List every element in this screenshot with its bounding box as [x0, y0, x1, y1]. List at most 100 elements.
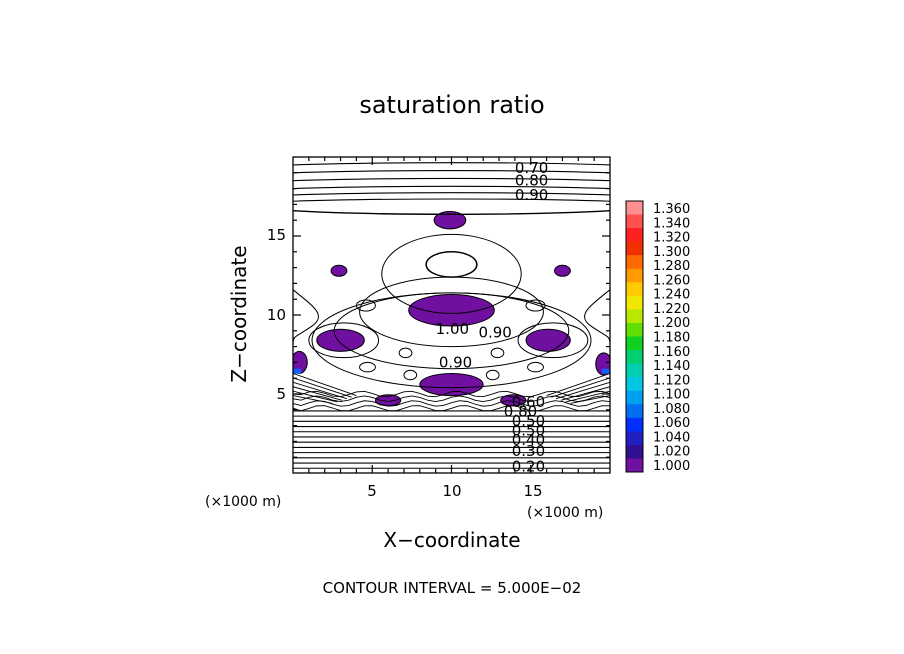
colorbar-swatch-16: [626, 404, 643, 419]
contour-label-4: 1.00: [436, 320, 469, 338]
contour-line-28: [311, 292, 592, 389]
chart-title: saturation ratio: [359, 91, 544, 119]
colorbar-swatch-7: [626, 282, 643, 297]
contour-line-46: [555, 381, 610, 400]
contour-interval-note: CONTOUR INTERVAL = 5.000E−02: [323, 579, 582, 597]
contour-line-11: [293, 451, 610, 454]
colorbar-label-4: 1.300: [653, 245, 690, 260]
filled-region-5: [316, 328, 365, 352]
colorbar: [625, 200, 644, 473]
contour-line-29: [308, 322, 380, 359]
contour-line-25: [381, 233, 522, 314]
filled-region-6: [525, 328, 571, 352]
colorbar-swatch-1: [626, 201, 643, 216]
y-axis-title: Z−coordinate: [227, 245, 251, 382]
filled-region-1: [433, 211, 467, 230]
contour-line-51: [293, 395, 333, 404]
contour-label-6: 0.90: [439, 353, 472, 371]
contour-label-5: 0.90: [478, 323, 511, 341]
contour-line-9: [293, 462, 610, 464]
x-tick-15: 15: [523, 482, 542, 500]
contour-label-10: 0.50: [512, 421, 545, 439]
contour-line-13: [293, 441, 610, 444]
colorbar-label-3: 1.320: [653, 231, 690, 246]
contour-line-18: [293, 415, 610, 417]
filled-region-9: [419, 372, 484, 397]
colorbar-swatch-5: [626, 255, 643, 270]
colorbar-swatch-6: [626, 268, 643, 283]
contour-line-52: [570, 395, 610, 404]
contour-label-9: 0.50: [512, 412, 545, 430]
x-axis-title: X−coordinate: [383, 528, 520, 552]
contour-labels: 0.700.800.901.00 0.900.900.600.800.500.50…: [436, 159, 549, 476]
contour-label-7: 0.60: [512, 393, 545, 411]
y-tick-15: 15: [267, 226, 286, 244]
colorbar-swatch-17: [626, 417, 643, 432]
colorbar-label-18: 1.020: [653, 445, 690, 460]
colorbar-swatch-12: [626, 350, 643, 365]
y-tick-10: 10: [267, 306, 286, 324]
colorbar-label-8: 1.220: [653, 302, 690, 317]
contour-line-26: [359, 276, 544, 348]
colorbar-swatch-14: [626, 377, 643, 392]
contour-line-34: [527, 361, 544, 373]
contour-line-33: [359, 361, 376, 373]
contour-line-44: [551, 377, 610, 398]
x-unit-label: (×1000 m): [527, 505, 603, 521]
colorbar-labels: 1.3601.3401.3201.3001.2801.2601.2401.220…: [653, 202, 690, 474]
contour-label-3: 0.90: [515, 186, 548, 204]
contour-line-5: [293, 192, 610, 196]
contour-line-4: [293, 185, 610, 190]
plot-area: [293, 162, 610, 470]
contour-line-12: [293, 446, 610, 449]
colorbar-frame: [625, 200, 644, 473]
contour-label-8: 0.80: [504, 402, 537, 420]
filled-region-3: [554, 264, 571, 277]
contour-label-13: 0.20: [512, 458, 545, 476]
colorbar-label-19: 1.000: [653, 459, 690, 474]
colorbar-swatch-18: [626, 431, 643, 446]
colorbar-label-17: 1.040: [653, 430, 690, 445]
contour-line-30: [517, 322, 589, 359]
contour-label-11: 0.40: [512, 431, 545, 449]
colorbar-swatch-11: [626, 336, 643, 351]
colorbar-swatch-3: [626, 228, 643, 243]
contour-line-48: [560, 386, 610, 401]
colorbar-label-6: 1.260: [653, 273, 690, 288]
contour-label-1: 0.70: [515, 159, 548, 177]
colorbar-label-12: 1.140: [653, 359, 690, 374]
filled-regions: [293, 211, 610, 407]
contour-lines: [293, 162, 610, 470]
contour-label-12: 0.30: [512, 442, 545, 460]
colorbar-swatch-13: [626, 363, 643, 378]
contour-line-14: [293, 436, 610, 438]
contour-line-7: [293, 210, 610, 215]
y-tick-5: 5: [276, 385, 286, 403]
colorbar-label-10: 1.180: [653, 331, 690, 346]
colorbar-swatch-9: [626, 309, 643, 324]
contour-line-22: [293, 395, 610, 403]
contour-line-40: [584, 289, 610, 344]
contour-line-16: [293, 425, 610, 428]
contour-label-2: 0.80: [515, 172, 548, 190]
contour-line-27: [333, 292, 570, 370]
contour-line-41: [293, 373, 357, 397]
contour-line-15: [293, 430, 610, 433]
contour-line-24: [425, 251, 478, 278]
contour-line-45: [293, 381, 348, 400]
blue-patch-right: [602, 368, 610, 374]
colorbar-label-5: 1.280: [653, 259, 690, 274]
colorbar-swatch-2: [626, 214, 643, 229]
contour-line-39: [293, 289, 319, 344]
colorbar-label-2: 1.340: [653, 216, 690, 231]
contour-line-47: [293, 386, 343, 401]
contour-line-20: [293, 405, 610, 412]
colorbar-swatch-10: [626, 322, 643, 337]
contour-line-32: [525, 299, 546, 312]
x-tick-10: 10: [442, 482, 461, 500]
contour-line-43: [293, 377, 352, 398]
x-tick-5: 5: [367, 482, 377, 500]
contour-line-49: [293, 390, 338, 403]
contour-line-50: [565, 390, 610, 403]
colorbar-swatch-8: [626, 295, 643, 310]
